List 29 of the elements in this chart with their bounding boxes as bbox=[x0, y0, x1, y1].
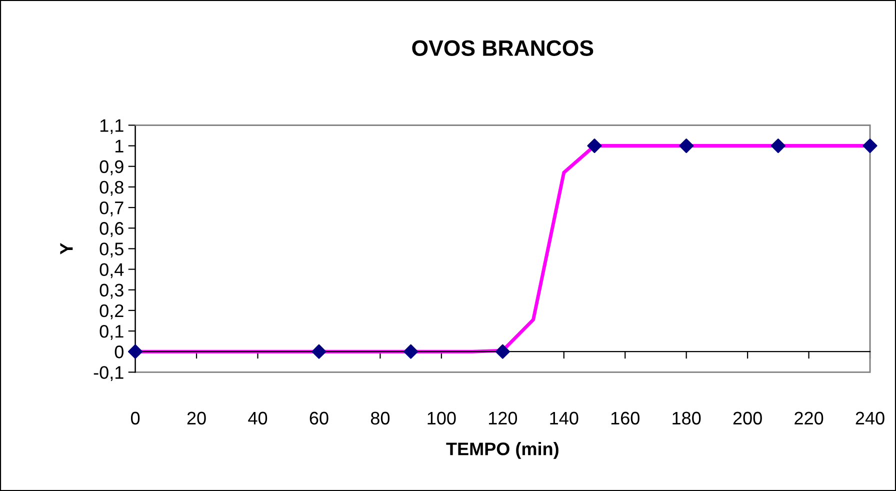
x-tick-label: 200 bbox=[733, 412, 762, 425]
x-axis-title: TEMPO (min) bbox=[446, 442, 558, 459]
y-tick-label: 0,9 bbox=[100, 160, 124, 176]
chart-title: OVOS BRANCOS bbox=[412, 40, 594, 56]
y-tick-label: 0,8 bbox=[100, 180, 124, 196]
y-tick-label: -0,1 bbox=[94, 366, 124, 382]
x-tick-label: 140 bbox=[550, 412, 578, 425]
x-tick-label: 80 bbox=[370, 412, 390, 425]
x-tick-label: 180 bbox=[672, 412, 701, 425]
y-tick-label: 0,7 bbox=[100, 201, 124, 216]
y-tick-label: 0,5 bbox=[100, 242, 124, 258]
y-tick-label: 0,1 bbox=[100, 324, 124, 340]
x-tick-label: 100 bbox=[428, 412, 456, 425]
x-tick-label: 240 bbox=[856, 412, 884, 425]
y-tick-label: 1 bbox=[116, 140, 124, 152]
x-tick-label: 60 bbox=[310, 412, 328, 425]
x-tick-label: 160 bbox=[611, 412, 640, 425]
x-tick-label: 120 bbox=[488, 412, 518, 425]
y-tick-label: 0 bbox=[114, 346, 124, 358]
y-tick-label: 0,3 bbox=[100, 284, 124, 299]
x-tick-label: 40 bbox=[248, 412, 268, 425]
y-axis-title: Y bbox=[60, 242, 73, 254]
x-tick-label: 0 bbox=[130, 412, 140, 425]
y-tick-label: 1,1 bbox=[100, 119, 124, 134]
y-tick-label: 0,6 bbox=[100, 222, 124, 237]
x-tick-label: 220 bbox=[794, 412, 824, 425]
y-tick-label: 0,2 bbox=[100, 304, 124, 320]
y-tick-label: 0,4 bbox=[100, 263, 124, 278]
x-tick-label: 20 bbox=[187, 412, 206, 425]
